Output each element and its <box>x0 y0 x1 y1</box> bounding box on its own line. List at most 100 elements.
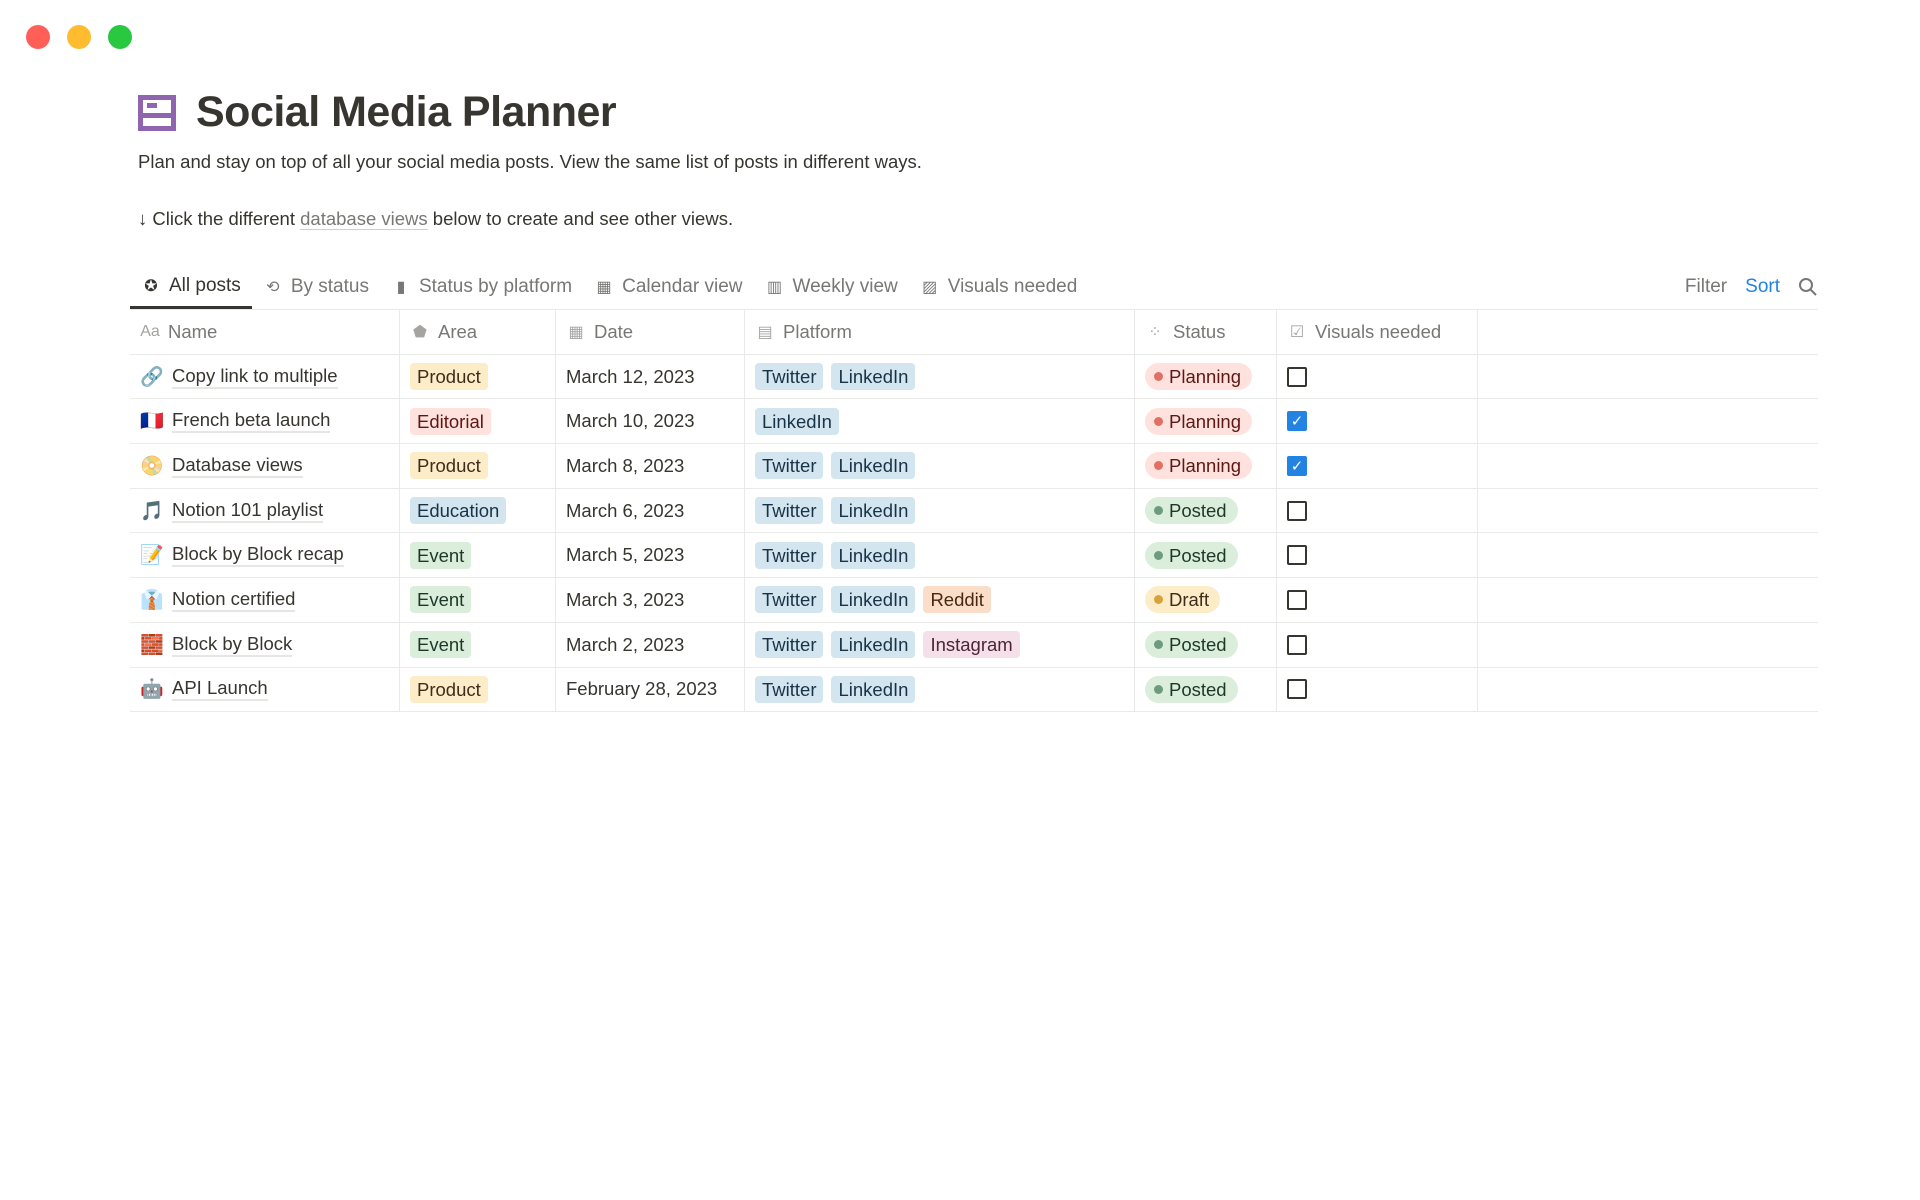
area-cell[interactable]: Product <box>400 444 556 488</box>
platform-tag: Twitter <box>755 586 824 614</box>
tab-all-posts[interactable]: ✪ All posts <box>130 268 252 309</box>
hint-before: Click the different <box>152 208 295 229</box>
area-cell[interactable]: Product <box>400 667 556 712</box>
tab-visuals-needed[interactable]: ▨ Visuals needed <box>909 268 1089 306</box>
table-row[interactable]: 🤖 API Launch Product February 28, 2023 Twitt… <box>130 667 1818 713</box>
visuals-needed-cell <box>1277 533 1478 578</box>
platform-tag: Instagram <box>923 631 1020 659</box>
post-name-link[interactable]: French beta launch <box>172 409 331 434</box>
status-cell[interactable]: Posted <box>1135 622 1277 667</box>
filter-button[interactable]: Filter <box>1684 276 1728 297</box>
date-cell[interactable]: February 28, 2023 <box>556 667 745 712</box>
window-close-button[interactable] <box>26 25 50 49</box>
date-cell[interactable]: March 8, 2023 <box>556 444 745 488</box>
status-label: Planning <box>1169 455 1242 477</box>
tab-by-status[interactable]: ⟲ By status <box>252 268 380 306</box>
database-views-link[interactable]: database views <box>300 208 428 230</box>
date-cell[interactable]: March 12, 2023 <box>556 354 745 399</box>
post-name-link[interactable]: Block by Block <box>172 633 293 657</box>
area-cell[interactable]: Education <box>400 488 556 533</box>
table-row[interactable]: 🧱 Block by Block Event March 2, 2023 Twitter… <box>130 622 1818 668</box>
post-name-link[interactable]: Copy link to multiple <box>172 365 338 389</box>
area-cell[interactable]: Editorial <box>400 399 556 444</box>
page-emoji-icon: 🤖 <box>140 679 164 701</box>
visuals-needed-checkbox[interactable]: ✓ <box>1287 455 1307 476</box>
status-label: Planning <box>1169 366 1242 388</box>
platform-cell[interactable]: Twitter LinkedIn Reddit <box>745 578 1135 622</box>
visuals-needed-checkbox[interactable] <box>1287 589 1307 610</box>
post-name-link[interactable]: API Launch <box>172 677 268 702</box>
area-cell[interactable]: Event <box>400 533 556 578</box>
area-tag: Event <box>410 541 472 569</box>
platform-cell[interactable]: Twitter LinkedIn Instagram <box>745 622 1135 667</box>
status-cell[interactable]: Planning <box>1135 354 1277 399</box>
status-cell[interactable]: Planning <box>1135 399 1277 444</box>
platform-tag: Twitter <box>755 631 824 659</box>
name-cell[interactable]: 🎵 Notion 101 playlist <box>130 488 400 533</box>
platform-cell[interactable]: Twitter LinkedIn <box>745 533 1135 578</box>
hint-text: ↓ Click the different database views bel… <box>138 208 733 230</box>
visuals-needed-cell <box>1277 667 1478 712</box>
post-name-link[interactable]: Database views <box>172 454 303 478</box>
area-cell[interactable]: Event <box>400 622 556 667</box>
column-header-visuals-needed[interactable]: ☑ Visuals needed <box>1277 310 1478 354</box>
status-cell[interactable]: Planning <box>1135 444 1277 488</box>
platform-cell[interactable]: Twitter LinkedIn <box>745 488 1135 533</box>
status-dot <box>1154 550 1163 560</box>
window-zoom-button[interactable] <box>108 25 132 49</box>
visuals-needed-checkbox[interactable] <box>1287 679 1307 700</box>
platform-property-icon: ▤ <box>757 323 773 341</box>
sort-button[interactable]: Sort <box>1745 276 1780 297</box>
column-header-area[interactable]: ⬟ Area <box>400 310 556 354</box>
date-cell[interactable]: March 3, 2023 <box>556 578 745 622</box>
name-cell[interactable]: 🧱 Block by Block <box>130 622 400 667</box>
name-cell[interactable]: 👔 Notion certified <box>130 578 400 622</box>
table-row[interactable]: 🇫🇷 French beta launch Editorial March 10, 2… <box>130 399 1818 445</box>
tab-label: Calendar view <box>622 276 743 297</box>
platform-tag: LinkedIn <box>755 407 839 435</box>
column-header-status[interactable]: ⁘ Status <box>1135 310 1277 354</box>
table-row[interactable]: 📝 Block by Block recap Event March 5, 2023 T… <box>130 533 1818 579</box>
date-cell[interactable]: March 6, 2023 <box>556 488 745 533</box>
platform-cell[interactable]: Twitter LinkedIn <box>745 444 1135 488</box>
date-cell[interactable]: March 5, 2023 <box>556 533 745 578</box>
search-icon[interactable] <box>1798 277 1818 297</box>
tab-label: All posts <box>169 274 241 296</box>
column-header-date[interactable]: ▦ Date <box>556 310 745 354</box>
table-row[interactable]: 🎵 Notion 101 playlist Education March 6, 20… <box>130 488 1818 534</box>
platform-cell[interactable]: LinkedIn <box>745 399 1135 444</box>
visuals-needed-checkbox[interactable] <box>1287 500 1307 521</box>
post-name-link[interactable]: Notion certified <box>172 588 296 612</box>
name-cell[interactable]: 📝 Block by Block recap <box>130 533 400 578</box>
tab-calendar-view[interactable]: ▦ Calendar view <box>583 268 753 306</box>
column-header-platform[interactable]: ▤ Platform <box>745 310 1135 354</box>
name-cell[interactable]: 🇫🇷 French beta launch <box>130 399 400 444</box>
platform-cell[interactable]: Twitter LinkedIn <box>745 354 1135 399</box>
visuals-needed-checkbox[interactable] <box>1287 366 1307 387</box>
table-row[interactable]: 📀 Database views Product March 8, 2023 Twitt… <box>130 444 1818 489</box>
status-cell[interactable]: Posted <box>1135 667 1277 712</box>
table-row[interactable]: 👔 Notion certified Event March 3, 2023 Twitt… <box>130 578 1818 623</box>
name-cell[interactable]: 📀 Database views <box>130 444 400 488</box>
tab-weekly-view[interactable]: ▥ Weekly view <box>754 268 909 306</box>
tab-label: By status <box>290 276 369 297</box>
visuals-needed-checkbox[interactable] <box>1287 634 1307 655</box>
table-row[interactable]: 🔗 Copy link to multiple Product March 12, 2… <box>130 354 1818 400</box>
post-name-link[interactable]: Notion 101 playlist <box>172 499 324 523</box>
post-name-link[interactable]: Block by Block recap <box>172 543 344 568</box>
status-cell[interactable]: Draft <box>1135 578 1277 622</box>
area-cell[interactable]: Product <box>400 354 556 399</box>
platform-cell[interactable]: Twitter LinkedIn <box>745 667 1135 712</box>
status-cell[interactable]: Posted <box>1135 533 1277 578</box>
tab-status-by-platform[interactable]: ▮ Status by platform <box>380 268 583 306</box>
date-cell[interactable]: March 2, 2023 <box>556 622 745 667</box>
visuals-needed-checkbox[interactable] <box>1287 545 1307 566</box>
visuals-needed-checkbox[interactable]: ✓ <box>1287 411 1307 432</box>
area-cell[interactable]: Event <box>400 578 556 622</box>
name-cell[interactable]: 🔗 Copy link to multiple <box>130 354 400 399</box>
name-cell[interactable]: 🤖 API Launch <box>130 667 400 712</box>
status-cell[interactable]: Posted <box>1135 488 1277 533</box>
window-minimize-button[interactable] <box>67 25 91 49</box>
date-cell[interactable]: March 10, 2023 <box>556 399 745 444</box>
column-header-name[interactable]: Aa Name <box>130 310 400 354</box>
